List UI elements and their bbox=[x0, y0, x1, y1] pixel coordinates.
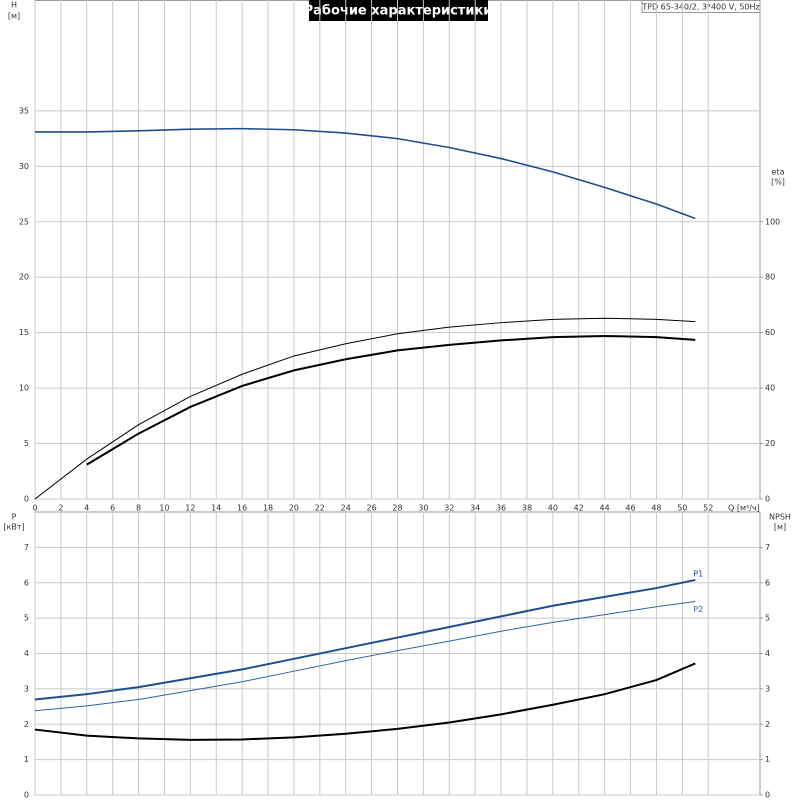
y2-axis-label: eta bbox=[772, 168, 785, 177]
y-tick-label: 5 bbox=[24, 614, 29, 623]
x-tick-label: 2 bbox=[58, 504, 63, 513]
y2-tick-label: 0 bbox=[765, 495, 770, 504]
x-tick-label: 28 bbox=[392, 504, 402, 513]
y2-tick-label: 40 bbox=[765, 384, 775, 393]
curve bbox=[86, 334, 696, 466]
x-tick-label: 16 bbox=[237, 504, 247, 513]
y-axis-unit: [кВт] bbox=[3, 523, 24, 532]
x-tick-label: 6 bbox=[110, 504, 115, 513]
curve-label: P2 bbox=[693, 605, 703, 614]
x-tick-label: 8 bbox=[136, 504, 141, 513]
y-tick-label: 7 bbox=[24, 543, 29, 552]
model-label: TPD 65-340/2, 3*400 V, 50Hz bbox=[641, 3, 759, 12]
y-tick-label: 6 bbox=[24, 578, 29, 587]
curve-label: P1 bbox=[693, 569, 703, 578]
y-tick-label: 0 bbox=[24, 495, 29, 504]
y-tick-label: 15 bbox=[19, 328, 29, 337]
y2-tick-label: 100 bbox=[765, 217, 780, 226]
x-tick-label: 52 bbox=[703, 504, 713, 513]
y2-tick-label: 3 bbox=[765, 684, 770, 693]
y2-tick-label: 6 bbox=[765, 578, 770, 587]
x-tick-label: 50 bbox=[677, 504, 687, 513]
y-tick-label: 35 bbox=[19, 106, 29, 115]
curve bbox=[34, 578, 696, 701]
x-tick-label: 26 bbox=[367, 504, 377, 513]
y2-tick-label: 7 bbox=[765, 543, 770, 552]
y-axis-label: H bbox=[11, 1, 17, 10]
curve bbox=[34, 662, 696, 741]
x-tick-label: 4 bbox=[84, 504, 89, 513]
y-tick-label: 25 bbox=[19, 217, 29, 226]
y-axis-label: P bbox=[12, 513, 17, 522]
y2-axis-unit: [м] bbox=[774, 523, 786, 532]
x-tick-label: 18 bbox=[263, 504, 273, 513]
curve bbox=[34, 317, 696, 500]
y-tick-label: 5 bbox=[24, 439, 29, 448]
y-tick-label: 20 bbox=[19, 273, 29, 282]
x-tick-label: 38 bbox=[522, 504, 532, 513]
y-tick-label: 10 bbox=[19, 384, 29, 393]
curve bbox=[34, 601, 696, 712]
y-tick-label: 3 bbox=[24, 684, 29, 693]
title-box bbox=[309, 0, 488, 21]
x-tick-label: 44 bbox=[600, 504, 610, 513]
x-tick-label: 22 bbox=[315, 504, 325, 513]
mark-layer: P1 P2 bbox=[34, 127, 703, 741]
grid-layer bbox=[34, 0, 760, 796]
y2-axis-unit: [%] bbox=[771, 178, 785, 187]
y2-tick-label: 60 bbox=[765, 328, 775, 337]
x-tick-label: 0 bbox=[32, 504, 37, 513]
x-tick-label: 32 bbox=[444, 504, 454, 513]
y2-tick-label: 20 bbox=[765, 439, 775, 448]
y-tick-label: 4 bbox=[24, 649, 29, 658]
y-tick-label: 0 bbox=[24, 791, 29, 800]
y-tick-label: 30 bbox=[19, 162, 29, 171]
y2-tick-label: 4 bbox=[765, 649, 770, 658]
y-tick-label: 1 bbox=[24, 755, 29, 764]
y2-axis-label: NPSH bbox=[769, 513, 791, 522]
curve bbox=[35, 127, 696, 220]
x-tick-label: 24 bbox=[341, 504, 351, 513]
x-tick-label: 12 bbox=[185, 504, 195, 513]
x-tick-label: 14 bbox=[211, 504, 221, 513]
x-axis-label: Q [м³/ч] bbox=[728, 504, 760, 513]
x-tick-label: 42 bbox=[574, 504, 584, 513]
y2-tick-label: 1 bbox=[765, 755, 770, 764]
x-tick-label: 34 bbox=[470, 504, 480, 513]
x-tick-label: 20 bbox=[289, 504, 299, 513]
x-tick-label: 40 bbox=[548, 504, 558, 513]
x-tick-label: 48 bbox=[651, 504, 661, 513]
y-axis-unit: [м] bbox=[8, 12, 20, 21]
y2-tick-label: 80 bbox=[765, 273, 775, 282]
x-tick-label: 46 bbox=[625, 504, 635, 513]
x-tick-label: 10 bbox=[159, 504, 169, 513]
y2-tick-label: 2 bbox=[765, 720, 770, 729]
y2-tick-label: 5 bbox=[765, 614, 770, 623]
x-tick-label: 36 bbox=[496, 504, 506, 513]
y2-tick-label: 0 bbox=[765, 791, 770, 800]
x-tick-label: 30 bbox=[418, 504, 428, 513]
model-box bbox=[641, 0, 761, 13]
y-tick-label: 2 bbox=[24, 720, 29, 729]
